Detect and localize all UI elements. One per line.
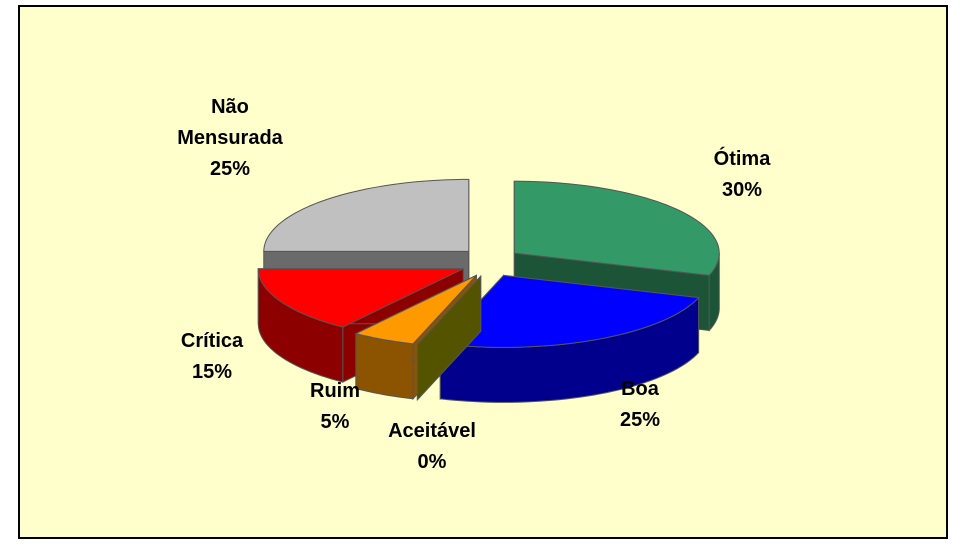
slice-wall <box>416 274 482 402</box>
slice-label: Aceitável 0% <box>367 416 497 478</box>
value-label: 30% <box>721 179 763 201</box>
value-label: 5% <box>320 411 350 433</box>
category-label: Ruim <box>310 380 360 402</box>
slice <box>354 274 477 345</box>
slice <box>513 180 720 276</box>
category-label: Ótima <box>713 148 771 170</box>
slice-label: Crítica 15% <box>147 326 277 388</box>
slice <box>257 268 464 328</box>
slice-label: Boa 25% <box>575 374 705 436</box>
slice-label: Ótima 30% <box>677 144 807 206</box>
value-label: 0% <box>417 451 447 473</box>
slice <box>263 178 470 252</box>
slice-label: Ruim 5% <box>270 376 400 438</box>
category-label: Crítica <box>180 330 244 352</box>
value-label: 15% <box>191 361 233 383</box>
value-label: 25% <box>209 158 251 180</box>
category-label: Não Mensurada <box>177 96 283 149</box>
slice <box>439 274 700 348</box>
category-label: Aceitável <box>388 420 476 442</box>
category-label: Boa <box>621 378 659 400</box>
slice-label: Não Mensurada 25% <box>165 92 295 185</box>
value-label: 25% <box>619 409 661 431</box>
chart-area <box>18 5 948 539</box>
